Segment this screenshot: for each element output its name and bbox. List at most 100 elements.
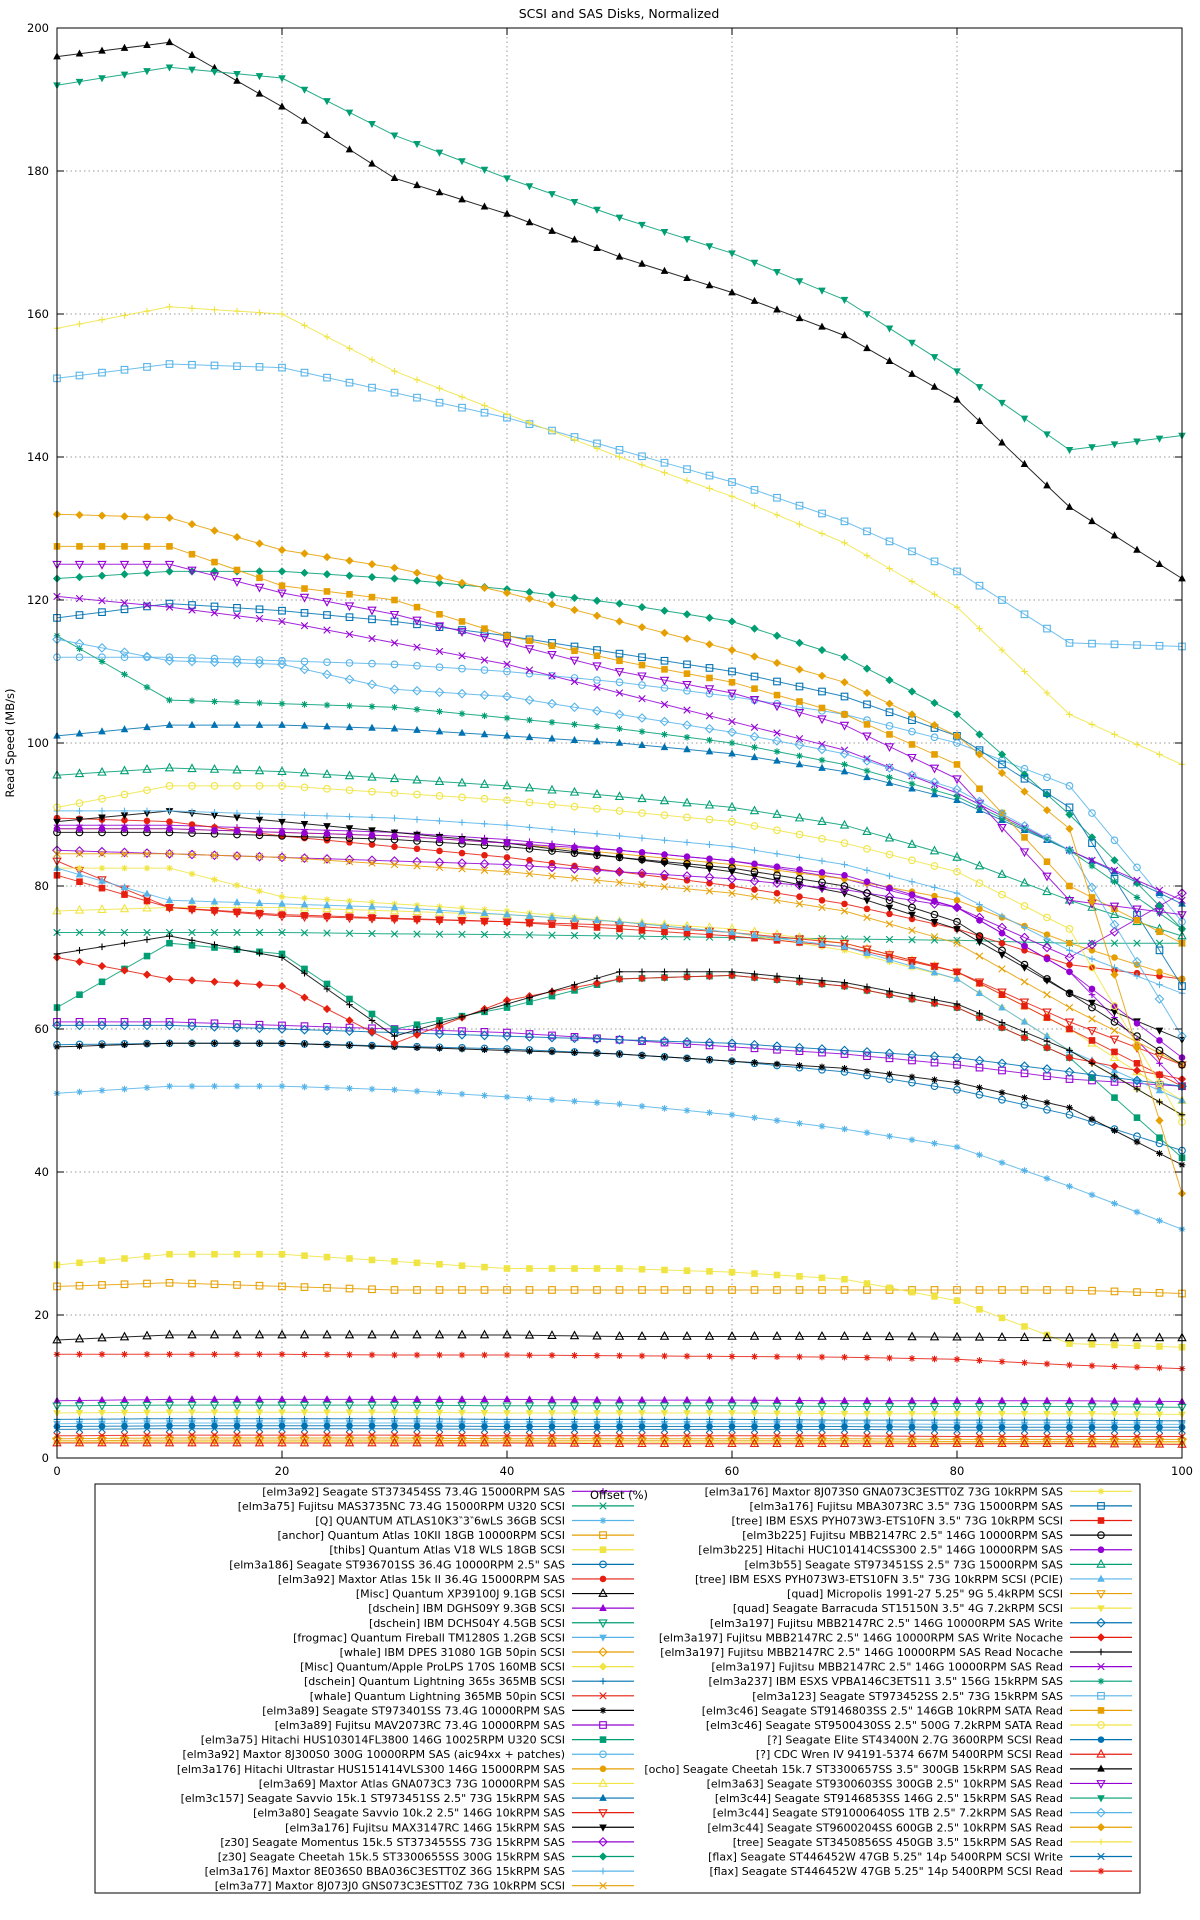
series-34 <box>52 762 1187 940</box>
legend-item: [elm3a176] Maxtor 8J073S0 GNA073C3ESTT0Z… <box>705 1485 1132 1498</box>
series-52 <box>52 510 1187 1198</box>
legend-item: [anchor] Quantum Atlas 10KII 18GB 10000R… <box>278 1529 634 1542</box>
series-47 <box>52 1437 1187 1448</box>
series-3 <box>53 1082 1186 1233</box>
series-33 <box>53 825 1186 1061</box>
legend-label: [Misc] Quantum XP39100J 9.1GB SCSI <box>356 1588 565 1601</box>
legend-label: [elm3a176] Fujitsu MBA3073RC 3.5" 73G 15… <box>749 1500 1063 1513</box>
series-4 <box>53 1278 1186 1298</box>
series-29 <box>53 864 1186 1119</box>
x-tick-label: 80 <box>950 1464 965 1478</box>
legend-label: [elm3c46] Seagate ST9500430SS 2.5" 500G … <box>706 1719 1063 1732</box>
legend-label: [elm3c44] Seagate ST9146853SS 146G 2.5" … <box>715 1792 1063 1805</box>
legend-item: [Misc] Quantum XP39100J 9.1GB SCSI <box>356 1588 634 1601</box>
series-31 <box>53 871 1186 1090</box>
legend-label: [elm3a237] IBM ESXS VPBA146C3ETS11 3.5" … <box>708 1675 1063 1688</box>
legend-item: [z30] Seagate Momentus 15k.5 ST373455SS … <box>220 1836 634 1849</box>
series-line <box>56 1042 1183 1151</box>
legend-item: [elm3c44] Seagate ST9600204SS 600GB 2.5"… <box>707 1821 1132 1834</box>
legend-label: [elm3a92] Maxtor 8J300S0 300G 10000RPM S… <box>182 1748 565 1761</box>
legend-item: [elm3c44] Seagate ST91000640SS 1TB 2.5" … <box>713 1807 1132 1820</box>
x-axis-label: Offset (%) <box>590 1488 648 1502</box>
y-tick-label: 120 <box>27 593 49 607</box>
legend-label: [elm3a75] Fujitsu MAS3735NC 73.4G 15000R… <box>238 1500 565 1513</box>
legend-label: [dschein] Quantum Lightning 365s 365MB S… <box>304 1675 565 1688</box>
series-1 <box>53 821 1186 1090</box>
legend-item: [elm3a197] Fujitsu MBB2147RC 2.5" 146G 1… <box>659 1631 1132 1644</box>
legend-label: [dschein] IBM DGHS09Y 9.3GB SCSI <box>368 1602 565 1615</box>
chart-title: SCSI and SAS Disks, Normalized <box>519 6 720 21</box>
legend-item: [elm3a123] Seagate ST973452SS 2.5" 73G 1… <box>752 1690 1132 1703</box>
series-line <box>57 831 1183 1066</box>
series-55 <box>53 1351 1186 1372</box>
legend-item: [elm3c157] Seagate Savvio 15k.1 ST973451… <box>181 1792 634 1805</box>
legend-item: [dschein] IBM DGHS09Y 9.3GB SCSI <box>368 1602 634 1615</box>
legend-label: [?] Seagate Elite ST43400N 2.7G 3600RPM … <box>767 1734 1063 1747</box>
series-28 <box>53 850 1186 1069</box>
series-48 <box>53 38 1186 582</box>
legend-item: [Q] QUANTUM ATLAS10K3‶3‶6wLS 36GB SCSI <box>315 1515 634 1528</box>
series-line <box>57 932 1182 944</box>
legend-item: [elm3a89] Seagate ST973401SS 73.4G 10000… <box>262 1704 634 1717</box>
legend-item: [whale] Quantum Lightning 365MB 50pin SC… <box>310 1690 634 1703</box>
y-tick-label: 160 <box>27 307 49 321</box>
y-tick-label: 20 <box>34 1308 49 1322</box>
legend-label: [elm3a77] Maxtor 8J073J0 GNS073C3ESTT0Z … <box>215 1880 565 1893</box>
legend-label: [elm3a186] Seagate ST936701SS 36.4G 1000… <box>229 1558 565 1571</box>
legend-box <box>94 1483 1141 1894</box>
series-9 <box>53 1395 1186 1405</box>
legend-label: [?] CDC Wren IV 94191-5374 667M 5400RPM … <box>756 1748 1063 1761</box>
legend-label: [elm3b225] Hitachi HUC101414CSS300 2.5" … <box>698 1544 1063 1557</box>
legend-label: [thibs] Quantum Atlas V18 WLS 18GB SCSI <box>329 1544 565 1557</box>
series-23 <box>52 857 1187 1071</box>
legend-label: [elm3b225] Fujitsu MBB2147RC 2.5" 146G 1… <box>742 1529 1063 1542</box>
series-line <box>56 363 1183 647</box>
series-27 <box>53 807 1186 997</box>
legend-label: [dschein] IBM DCHS04Y 4.5GB SCSI <box>369 1617 565 1630</box>
series-line <box>56 767 1183 937</box>
series-line <box>56 785 1183 1123</box>
legend-item: [elm3b55] Seagate ST973451SS 2.5" 73G 15… <box>744 1558 1132 1571</box>
legend-label: [elm3a63] Seagate ST9300603SS 300GB 2.5"… <box>707 1777 1063 1790</box>
legend-item: [tree] IBM ESXS PYH073W3-ETS10FN 3.5" 73… <box>695 1573 1132 1586</box>
legend-label: [elm3a176] Fujitsu MAX3147RC 146G 15kRPM… <box>285 1821 565 1834</box>
series-35 <box>53 863 1186 1104</box>
series-53 <box>53 303 1186 768</box>
legend-label: [z30] Seagate Momentus 15k.5 ST373455SS … <box>220 1836 565 1849</box>
x-tick-label: 20 <box>275 1464 290 1478</box>
series-43 <box>53 360 1186 651</box>
series-10 <box>52 1401 1187 1413</box>
y-tick-label: 60 <box>34 1022 49 1036</box>
legend-label: [elm3a197] Fujitsu MBB2147RC 2.5" 146G 1… <box>660 1646 1063 1659</box>
series-line <box>57 563 1183 916</box>
legend-item: [elm3c44] Seagate ST9146853SS 146G 2.5" … <box>715 1792 1132 1805</box>
legend-item: [elm3a176] Hitachi Ultrastar HUS151414VL… <box>177 1763 634 1776</box>
legend-label: [elm3a176] Maxtor 8E036S0 BBA036C3ESTT0Z… <box>205 1865 565 1878</box>
series-line <box>56 603 1183 987</box>
legend-label: [flax] Seagate ST446452W 47GB 5.25" 14p … <box>710 1865 1064 1878</box>
legend-label: [tree] IBM ESXS PYH073W3-ETS10FN 3.5" 73… <box>732 1515 1063 1528</box>
legend-item: [elm3c46] Seagate ST9146803SS 2.5" 146GB… <box>702 1704 1132 1717</box>
series-line <box>57 656 1183 923</box>
legend-item: [quad] Seagate Barracuda ST15150N 3.5" 4… <box>733 1602 1132 1615</box>
y-tick-label: 40 <box>34 1165 49 1179</box>
legend-label: [elm3a69] Maxtor Atlas GNA073C3 73G 1000… <box>259 1777 565 1790</box>
legend-item: [elm3a77] Maxtor 8J073J0 GNS073C3ESTT0Z … <box>215 1880 634 1893</box>
legend-item: [elm3a176] Fujitsu MAX3147RC 146G 15kRPM… <box>285 1821 634 1834</box>
legend-item: [flax] Seagate ST446452W 47GB 5.25" 14p … <box>708 1850 1132 1863</box>
legend-item: [Misc] Quantum/Apple ProLPS 170S 160MB S… <box>300 1661 634 1674</box>
legend-item: [whale] IBM DPES 31080 1GB 50pin SCSI <box>340 1646 634 1659</box>
series-19 <box>53 653 1186 926</box>
legend-label: [Misc] Quantum/Apple ProLPS 170S 160MB S… <box>300 1661 565 1674</box>
series-line <box>57 1024 1183 1087</box>
legend-item: [?] CDC Wren IV 94191-5374 667M 5400RPM … <box>756 1748 1132 1761</box>
legend-label: [quad] Seagate Barracuda ST15150N 3.5" 4… <box>733 1602 1063 1615</box>
series-14 <box>53 1415 1186 1425</box>
y-tick-label: 140 <box>27 450 49 464</box>
series-7 <box>53 814 1186 983</box>
series-5 <box>53 1250 1186 1351</box>
series-32 <box>53 828 1186 1069</box>
legend-label: [quad] Micropolis 1991-27 5.25" 9G 5.4kR… <box>787 1588 1063 1601</box>
